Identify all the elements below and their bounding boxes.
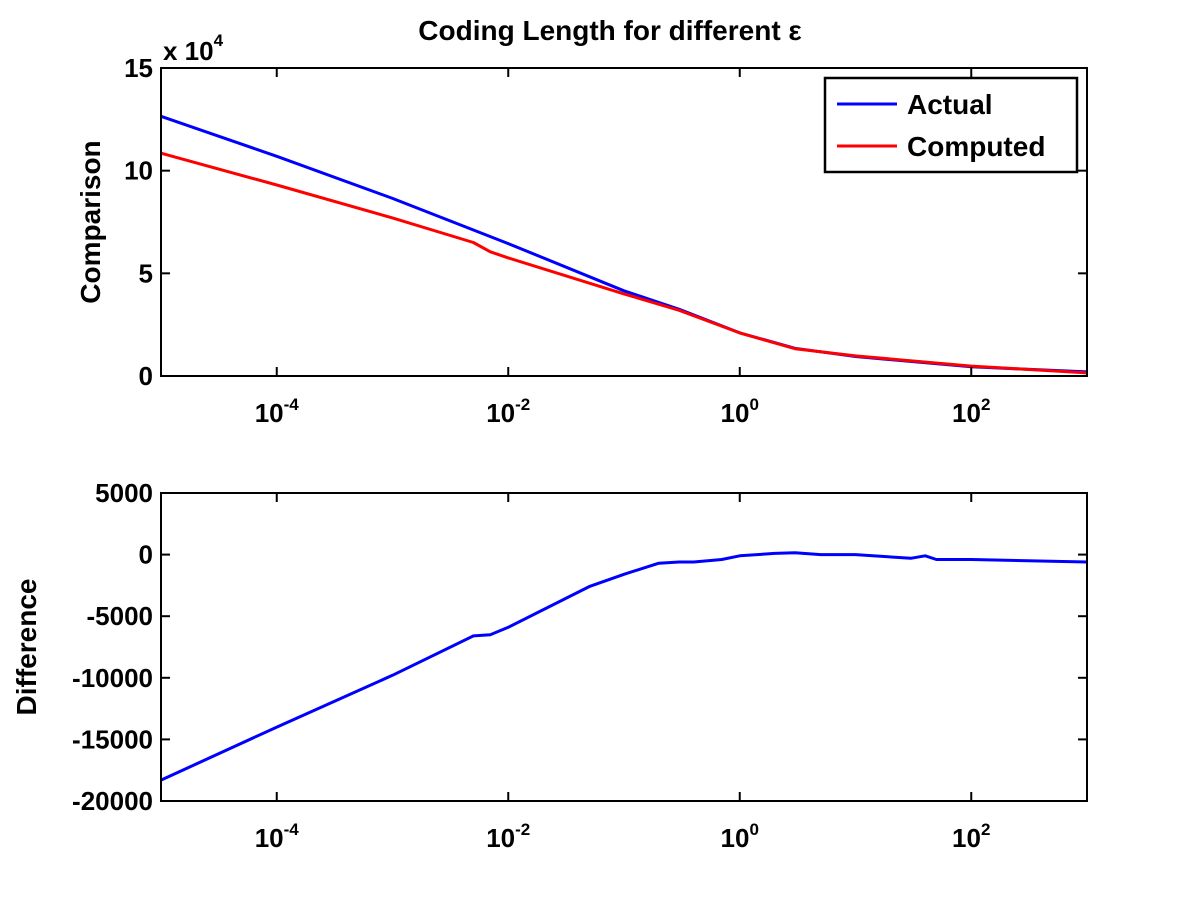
y-tick-label: -15000: [72, 724, 153, 754]
legend-label-computed: Computed: [907, 131, 1045, 162]
x-tick-label-exponent: 0: [749, 395, 758, 414]
x-tick-label-base: 10: [255, 398, 284, 428]
x-tick-label: 102: [952, 820, 990, 853]
y-tick-label: 5000: [95, 478, 153, 508]
x-tick-label: 10-4: [255, 820, 300, 853]
x-tick-label: 10-2: [486, 395, 530, 428]
y-tick-label: -10000: [72, 663, 153, 693]
y-tick-label: 5: [139, 258, 153, 288]
x-tick-label-base: 10: [952, 398, 981, 428]
x-tick-label-exponent: -2: [515, 395, 530, 414]
y-axis-label: Comparison: [75, 140, 106, 303]
legend: Actual Computed: [823, 76, 1079, 174]
x-tick-label: 100: [721, 395, 759, 428]
series-line-computed: [160, 151, 1088, 375]
y-exponent-power: 4: [214, 31, 224, 50]
x-tick-label-exponent: -2: [515, 820, 530, 839]
legend-label-actual: Actual: [907, 89, 993, 120]
y-tick-label: 15: [124, 53, 153, 83]
x-tick-label: 100: [721, 820, 759, 853]
legend-box: [823, 76, 1079, 174]
y-tick-label: -5000: [87, 601, 154, 631]
x-tick-label-base: 10: [952, 823, 981, 853]
x-tick-label-base: 10: [721, 823, 750, 853]
x-tick-label: 10-4: [255, 395, 300, 428]
x-tick-label-exponent: 2: [981, 820, 990, 839]
x-tick-label: 10-2: [486, 820, 530, 853]
difference-subplot: 10-4 10-2 100 102-20000-15000-10000-5000050…: [11, 478, 1088, 853]
x-tick-label: 102: [952, 395, 990, 428]
y-axis-label: Difference: [11, 579, 42, 716]
axes-box: [160, 492, 1088, 802]
x-tick-label-base: 10: [486, 398, 515, 428]
y-exponent-label: x 104: [163, 31, 224, 66]
y-tick-label: 10: [124, 156, 153, 186]
axes-box: [160, 67, 1088, 377]
y-exponent-base: x 10: [163, 36, 214, 66]
series-line-difference-0: [160, 551, 1088, 782]
x-tick-label-base: 10: [721, 398, 750, 428]
y-tick-label: 0: [139, 361, 153, 391]
x-tick-label-exponent: -4: [284, 820, 300, 839]
x-tick-label-exponent: -4: [284, 395, 300, 414]
x-tick-label-base: 10: [486, 823, 515, 853]
x-tick-label-exponent: 0: [749, 820, 758, 839]
x-tick-label-exponent: 2: [981, 395, 990, 414]
y-tick-label: -20000: [72, 786, 153, 816]
y-tick-label: 0: [139, 540, 153, 570]
x-tick-label-base: 10: [255, 823, 284, 853]
figure-title: Coding Length for different ε: [418, 15, 801, 46]
